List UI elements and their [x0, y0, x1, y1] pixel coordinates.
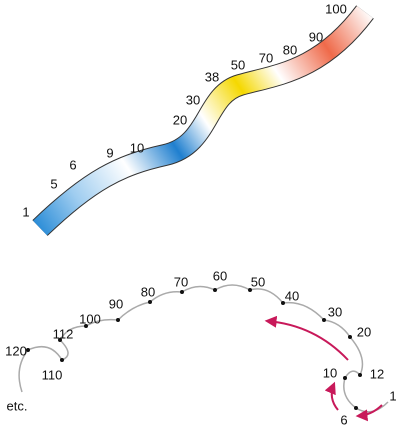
spiral-label: 70: [174, 274, 188, 289]
arrow: [355, 404, 383, 422]
spiral-label: 30: [328, 304, 342, 319]
spiral-label: 50: [251, 274, 265, 289]
spiral-label: 12: [370, 366, 384, 381]
spiral-label: 1: [389, 388, 396, 403]
ribbon-label: 50: [231, 57, 245, 72]
ribbon-label: 70: [259, 50, 273, 65]
ribbon: [32, 5, 374, 236]
spiral-dot: [60, 358, 64, 362]
ribbon-label: 10: [130, 140, 144, 155]
ribbon-label: 30: [186, 92, 200, 107]
ribbon-label: 90: [309, 29, 323, 44]
spiral-label: 110: [42, 367, 63, 382]
ribbon-label: 9: [106, 145, 113, 160]
ribbon-label: 80: [283, 42, 297, 57]
ribbon-label: 5: [50, 176, 57, 191]
spiral-dot: [26, 348, 30, 352]
spiral-dot: [116, 318, 120, 322]
ribbon-label: 20: [173, 112, 187, 127]
spiral-dot: [148, 300, 152, 304]
ribbon-label: 100: [325, 1, 347, 16]
spiral-dot: [180, 290, 184, 294]
spiral-dot: [354, 406, 358, 410]
spiral-dot: [343, 376, 347, 380]
ribbon-label: 6: [69, 157, 76, 172]
spiral-dot: [58, 338, 62, 342]
ribbon-label: 1: [22, 204, 29, 219]
arrow: [324, 381, 339, 411]
spiral-label: 40: [285, 288, 299, 303]
spiral-dot: [322, 318, 326, 322]
spiral-dot: [248, 288, 252, 292]
ribbon-label: 38: [205, 69, 219, 84]
spiral-dot: [84, 324, 88, 328]
spiral-label: 80: [141, 284, 155, 299]
spiral-label: 10: [323, 365, 337, 380]
spiral-label: 6: [340, 412, 347, 427]
arrow: [264, 315, 349, 361]
ribbon-body: [33, 5, 373, 236]
spiral-label: 100: [79, 311, 101, 326]
spiral-dot: [213, 288, 217, 292]
spiral-dot: [281, 301, 285, 305]
spiral-label: 20: [357, 324, 371, 339]
spiral-dot: [358, 373, 362, 377]
spiral-dot: [348, 335, 352, 339]
spiral-label: 60: [213, 268, 227, 283]
spiral-label: 120: [5, 343, 27, 358]
spiral-label: 90: [109, 296, 123, 311]
spiral-label: 112: [53, 326, 74, 341]
etc-label: etc.: [7, 398, 28, 413]
